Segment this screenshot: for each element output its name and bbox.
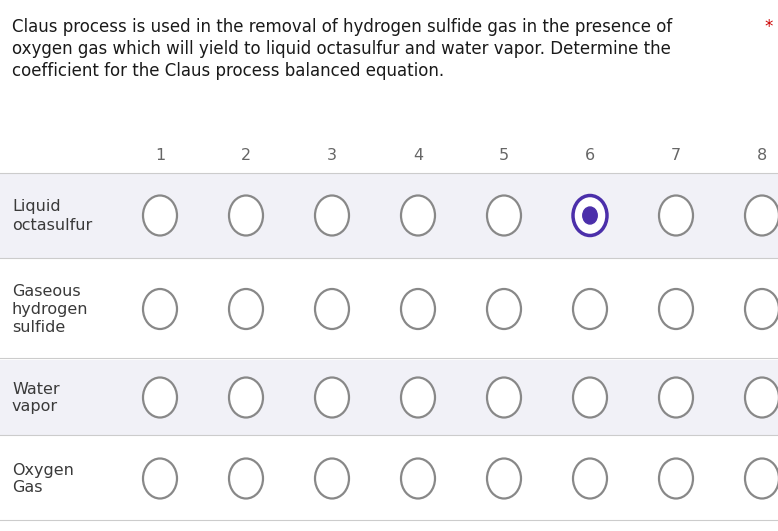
Ellipse shape xyxy=(487,195,521,236)
Ellipse shape xyxy=(745,289,778,329)
Bar xyxy=(0,173,778,258)
Ellipse shape xyxy=(573,195,607,236)
Text: 6: 6 xyxy=(585,148,595,163)
Ellipse shape xyxy=(143,195,177,236)
Ellipse shape xyxy=(745,195,778,236)
Text: 4: 4 xyxy=(413,148,423,163)
Ellipse shape xyxy=(401,378,435,417)
Ellipse shape xyxy=(315,195,349,236)
Ellipse shape xyxy=(229,378,263,417)
Ellipse shape xyxy=(229,289,263,329)
Bar xyxy=(0,437,778,520)
Bar xyxy=(0,360,778,435)
Text: Oxygen: Oxygen xyxy=(12,463,74,477)
Text: Claus process is used in the removal of hydrogen sulfide gas in the presence of: Claus process is used in the removal of … xyxy=(12,18,672,36)
Ellipse shape xyxy=(143,378,177,417)
Ellipse shape xyxy=(401,195,435,236)
Ellipse shape xyxy=(143,458,177,499)
Text: Water: Water xyxy=(12,381,60,397)
Text: 7: 7 xyxy=(671,148,681,163)
Ellipse shape xyxy=(401,289,435,329)
Ellipse shape xyxy=(229,458,263,499)
Text: octasulfur: octasulfur xyxy=(12,218,93,233)
Ellipse shape xyxy=(401,458,435,499)
Ellipse shape xyxy=(315,458,349,499)
Text: coefficient for the Claus process balanced equation.: coefficient for the Claus process balanc… xyxy=(12,62,444,80)
Text: 1: 1 xyxy=(155,148,165,163)
Ellipse shape xyxy=(573,289,607,329)
Text: Liquid: Liquid xyxy=(12,200,61,215)
Ellipse shape xyxy=(573,458,607,499)
Ellipse shape xyxy=(315,378,349,417)
Ellipse shape xyxy=(315,289,349,329)
Ellipse shape xyxy=(143,289,177,329)
Text: hydrogen: hydrogen xyxy=(12,302,89,317)
Ellipse shape xyxy=(745,458,778,499)
Ellipse shape xyxy=(487,378,521,417)
Bar xyxy=(0,260,778,358)
Text: Gas: Gas xyxy=(12,481,43,495)
Ellipse shape xyxy=(745,378,778,417)
Ellipse shape xyxy=(659,195,693,236)
Text: 8: 8 xyxy=(757,148,767,163)
Text: 3: 3 xyxy=(327,148,337,163)
Text: 5: 5 xyxy=(499,148,509,163)
Ellipse shape xyxy=(229,195,263,236)
Ellipse shape xyxy=(487,458,521,499)
Text: sulfide: sulfide xyxy=(12,320,65,335)
Text: Gaseous: Gaseous xyxy=(12,284,81,299)
Text: *: * xyxy=(764,18,773,36)
Ellipse shape xyxy=(659,458,693,499)
Ellipse shape xyxy=(487,289,521,329)
Ellipse shape xyxy=(583,207,598,224)
Ellipse shape xyxy=(659,378,693,417)
Text: vapor: vapor xyxy=(12,399,58,415)
Text: oxygen gas which will yield to liquid octasulfur and water vapor. Determine the: oxygen gas which will yield to liquid oc… xyxy=(12,40,671,58)
Ellipse shape xyxy=(659,289,693,329)
Ellipse shape xyxy=(573,378,607,417)
Text: 2: 2 xyxy=(241,148,251,163)
